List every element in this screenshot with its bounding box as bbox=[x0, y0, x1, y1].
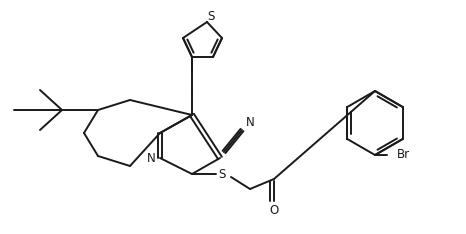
Text: N: N bbox=[246, 117, 254, 129]
Text: N: N bbox=[147, 151, 155, 165]
Text: S: S bbox=[218, 168, 226, 180]
Text: Br: Br bbox=[397, 149, 410, 161]
Text: S: S bbox=[207, 10, 215, 22]
Text: O: O bbox=[269, 204, 279, 216]
